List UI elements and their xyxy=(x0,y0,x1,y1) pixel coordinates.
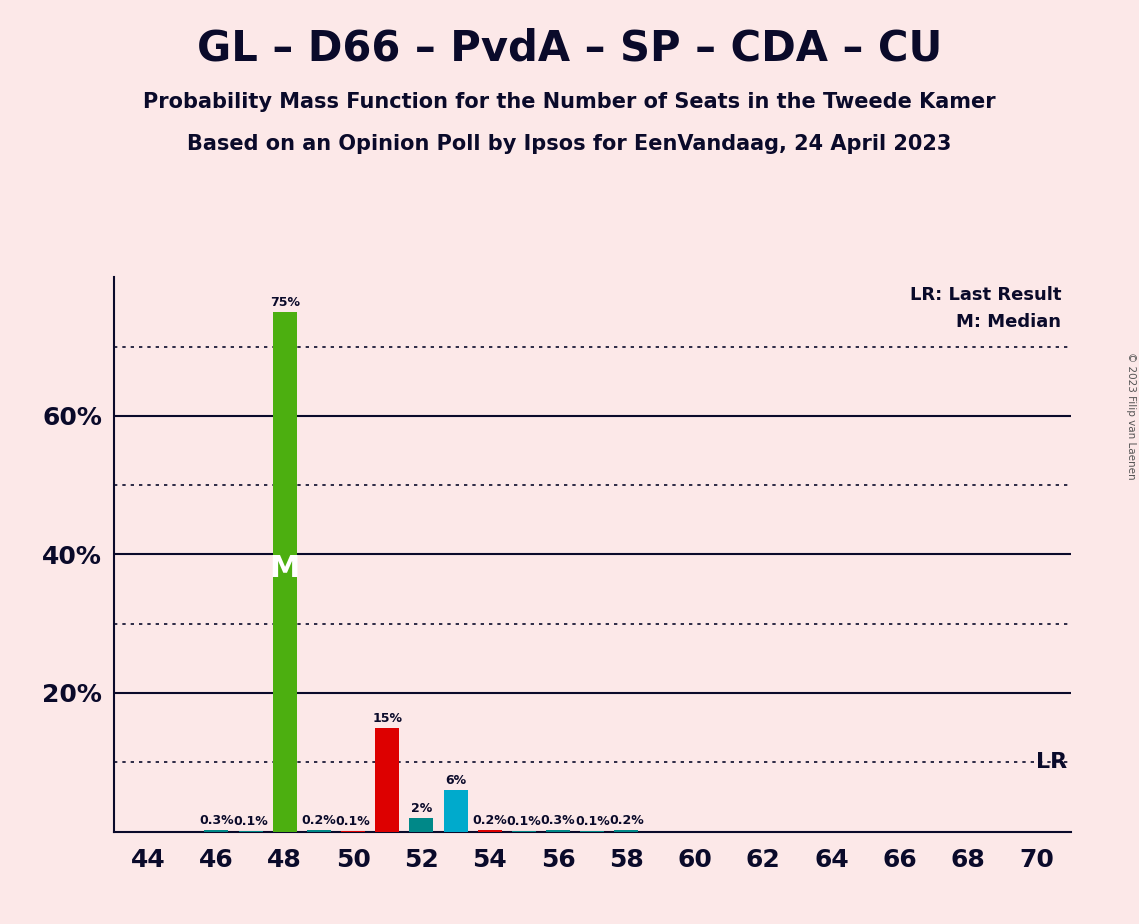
Text: 75%: 75% xyxy=(270,296,300,309)
Bar xyxy=(410,818,434,832)
Bar xyxy=(547,830,571,832)
Text: LR: LR xyxy=(1036,752,1067,772)
Text: 0.2%: 0.2% xyxy=(609,814,644,828)
Text: Probability Mass Function for the Number of Seats in the Tweede Kamer: Probability Mass Function for the Number… xyxy=(144,92,995,113)
Text: 0.2%: 0.2% xyxy=(302,814,336,828)
Text: GL – D66 – PvdA – SP – CDA – CU: GL – D66 – PvdA – SP – CDA – CU xyxy=(197,28,942,69)
Bar xyxy=(376,728,400,832)
Text: 15%: 15% xyxy=(372,711,402,724)
Text: 0.3%: 0.3% xyxy=(199,814,233,827)
Text: 2%: 2% xyxy=(411,802,432,815)
Text: 0.1%: 0.1% xyxy=(336,815,370,828)
Bar xyxy=(443,790,468,832)
Text: M: M xyxy=(270,553,300,583)
Text: M: Median: M: Median xyxy=(956,313,1062,331)
Bar xyxy=(273,312,297,832)
Bar xyxy=(478,830,502,832)
Text: © 2023 Filip van Laenen: © 2023 Filip van Laenen xyxy=(1126,352,1136,480)
Text: 0.1%: 0.1% xyxy=(233,815,268,828)
Text: 6%: 6% xyxy=(445,774,466,787)
Text: Based on an Opinion Poll by Ipsos for EenVandaag, 24 April 2023: Based on an Opinion Poll by Ipsos for Ee… xyxy=(187,134,952,154)
Bar xyxy=(308,830,331,832)
Text: 0.1%: 0.1% xyxy=(575,815,609,828)
Text: LR: Last Result: LR: Last Result xyxy=(910,286,1062,303)
Text: 0.2%: 0.2% xyxy=(473,814,507,828)
Text: 0.1%: 0.1% xyxy=(507,815,541,828)
Text: 0.3%: 0.3% xyxy=(541,814,575,827)
Bar xyxy=(615,830,639,832)
Bar xyxy=(205,830,229,832)
